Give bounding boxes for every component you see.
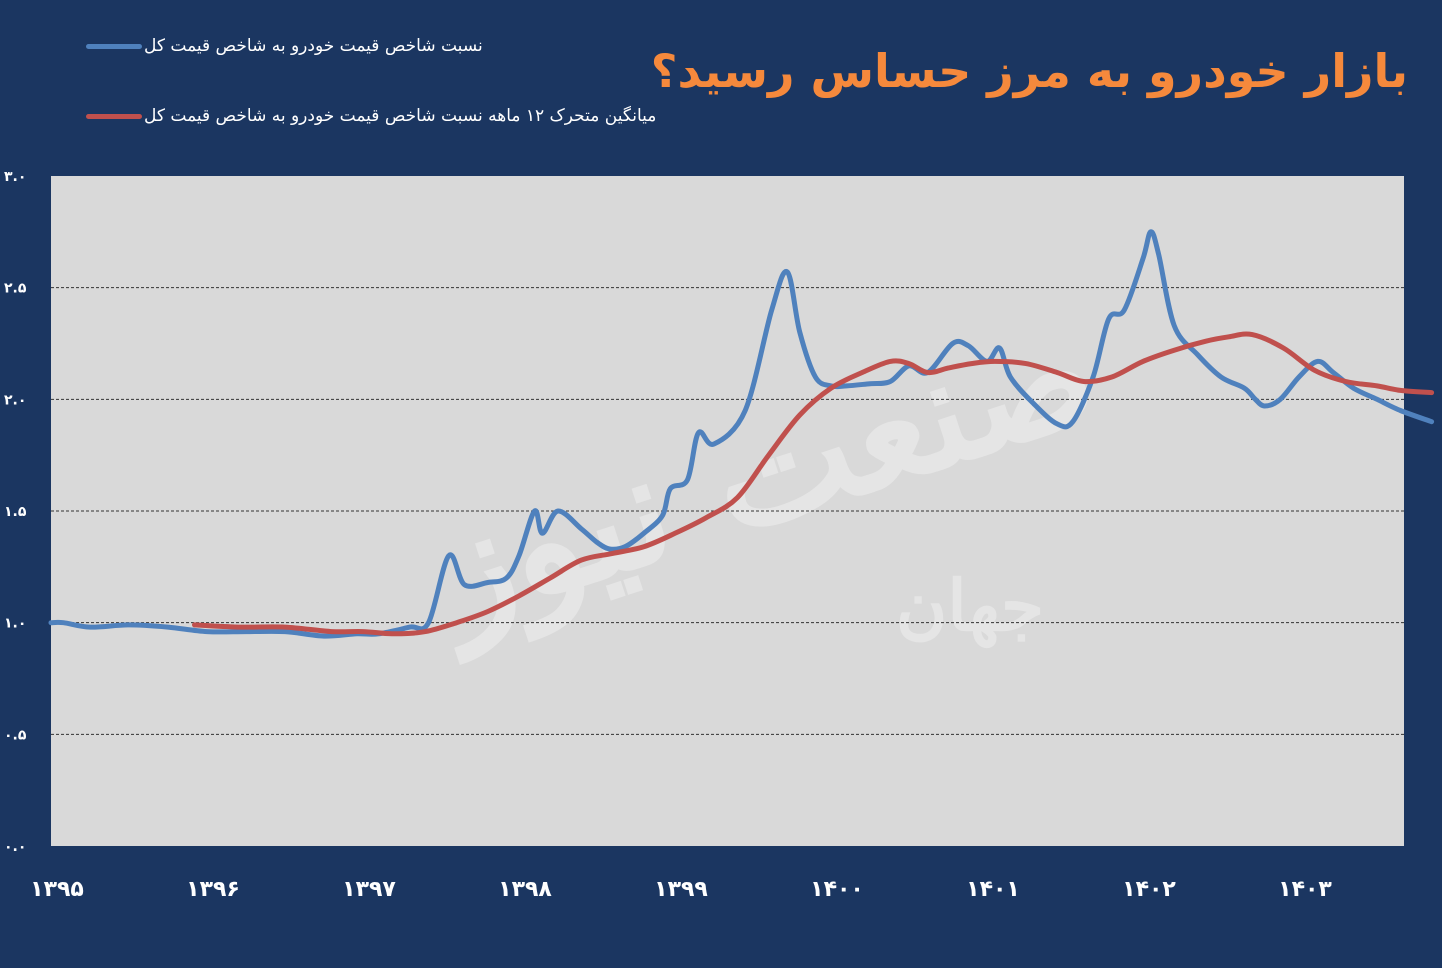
- legend-label: میانگین متحرک ۱۲ ماهه نسبت شاخص قیمت خود…: [144, 106, 657, 126]
- y-tick-label: ۳.۰: [4, 169, 26, 185]
- y-tick-label: ۲.۵: [4, 281, 27, 297]
- y-tick-label: ۱.۵: [4, 504, 27, 520]
- chart-title: بازار خودرو به مرز حساس رسید؟: [650, 44, 1408, 98]
- x-tick-label: ۱۳۹۵: [30, 877, 84, 902]
- x-tick-label: ۱۳۹۸: [498, 877, 552, 902]
- legend-item-price-ratio: نسبت شاخص قیمت خودرو به شاخص قیمت کل: [86, 36, 483, 56]
- x-tick-label: ۱۳۹۶: [186, 877, 240, 902]
- legend-label: نسبت شاخص قیمت خودرو به شاخص قیمت کل: [144, 36, 483, 56]
- y-tick-label: ۰.۰: [4, 839, 26, 855]
- watermark-sub: جهان: [896, 564, 1044, 649]
- legend-swatch: [86, 43, 142, 49]
- y-tick-label: ۲.۰: [4, 392, 26, 408]
- x-tick-label: ۱۳۹۹: [654, 877, 708, 902]
- y-tick-label: ۱.۰: [4, 616, 26, 632]
- series-line-moving-average: [192, 331, 1435, 637]
- y-tick-label: ۰.۵: [4, 727, 27, 743]
- legend-item-moving-average: میانگین متحرک ۱۲ ماهه نسبت شاخص قیمت خود…: [86, 106, 656, 126]
- series-line-price-ratio: [48, 229, 1435, 639]
- legend-swatch: [86, 113, 142, 119]
- x-tick-label: ۱۴۰۳: [1278, 877, 1332, 902]
- x-tick-label: ۱۴۰۱: [966, 877, 1020, 902]
- x-tick-label: ۱۴۰۲: [1122, 877, 1176, 902]
- x-tick-label: ۱۳۹۷: [342, 877, 396, 902]
- x-tick-label: ۱۴۰۰: [810, 877, 864, 902]
